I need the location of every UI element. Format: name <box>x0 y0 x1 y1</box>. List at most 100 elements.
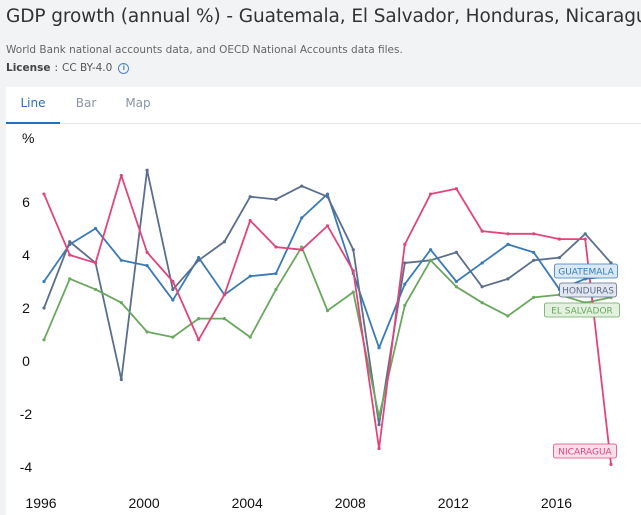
data-point-guatemala <box>171 298 175 302</box>
data-point-el-salvador <box>248 335 252 339</box>
data-point-guatemala <box>325 192 330 196</box>
data-point-honduras <box>171 287 175 292</box>
data-point-honduras <box>351 248 355 252</box>
source-note: World Bank national accounts data, and O… <box>6 44 403 56</box>
data-point-el-salvador <box>454 285 458 289</box>
data-point-el-salvador <box>532 295 536 299</box>
data-point-honduras <box>68 240 72 244</box>
data-point-honduras <box>145 168 149 172</box>
data-point-honduras <box>248 195 252 199</box>
tab-bar[interactable]: Bar <box>75 96 97 110</box>
data-point-el-salvador <box>42 338 46 342</box>
data-point-guatemala <box>119 258 123 262</box>
data-point-el-salvador <box>351 290 355 294</box>
data-point-honduras <box>403 261 407 265</box>
y-axis-label: % <box>22 130 34 146</box>
data-point-honduras <box>325 195 330 199</box>
license-separator: : <box>54 62 59 74</box>
data-point-nicaragua <box>93 261 98 265</box>
data-point-nicaragua <box>583 237 587 241</box>
data-point-el-salvador <box>119 301 123 305</box>
data-point-el-salvador <box>403 303 407 307</box>
data-point-el-salvador <box>197 317 201 321</box>
data-point-el-salvador <box>93 287 98 292</box>
data-point-guatemala <box>145 264 149 268</box>
data-point-nicaragua <box>197 338 201 342</box>
series-label-honduras: HONDURAS <box>562 287 614 297</box>
data-point-nicaragua <box>222 293 227 297</box>
data-point-nicaragua <box>609 462 613 466</box>
data-point-honduras <box>274 197 278 201</box>
series-label-box-honduras <box>559 282 617 298</box>
x-tick-label: 2016 <box>541 495 572 511</box>
series-line-guatemala <box>43 193 612 349</box>
x-tick-label: 2012 <box>438 495 469 511</box>
series-line-honduras <box>43 169 612 426</box>
data-point-honduras <box>506 277 510 281</box>
series-line-el-salvador <box>43 246 612 418</box>
data-point-nicaragua <box>42 192 46 196</box>
data-point-nicaragua <box>325 224 330 228</box>
data-point-el-salvador <box>222 317 227 321</box>
data-point-nicaragua <box>351 269 355 273</box>
data-point-el-salvador <box>377 415 381 419</box>
data-point-nicaragua <box>377 446 381 451</box>
data-point-nicaragua <box>480 229 484 233</box>
data-point-honduras <box>377 423 381 427</box>
data-point-guatemala <box>197 256 201 260</box>
data-point-honduras <box>119 377 123 382</box>
data-point-el-salvador <box>480 301 484 305</box>
license-value: CC BY-4.0 <box>62 62 113 74</box>
data-point-el-salvador <box>171 335 175 339</box>
x-tick-label: 1996 <box>25 495 56 511</box>
series-label-guatemala: GUATEMALA <box>558 268 614 278</box>
data-point-guatemala <box>248 274 252 278</box>
data-point-nicaragua <box>145 250 149 254</box>
y-tick-label: -2 <box>20 406 33 422</box>
y-tick-label: 6 <box>22 194 30 210</box>
y-tick-label: -4 <box>20 459 33 475</box>
x-tick-label: 2000 <box>129 495 160 511</box>
y-tick-label: 2 <box>22 300 30 316</box>
data-point-nicaragua <box>403 242 407 246</box>
data-point-el-salvador <box>68 277 72 281</box>
data-point-el-salvador <box>145 330 149 334</box>
data-point-nicaragua <box>557 237 562 241</box>
data-point-guatemala <box>403 282 407 286</box>
series-label-box-el-salvador <box>544 302 620 318</box>
series-label-el-salvador: EL SALVADOR <box>551 307 613 317</box>
series-label-nicaragua: NICARAGUA <box>558 448 612 458</box>
data-point-nicaragua <box>68 253 72 257</box>
x-tick-label: 2008 <box>335 495 366 511</box>
series-label-box-nicaragua <box>553 443 617 459</box>
data-point-nicaragua <box>532 232 536 236</box>
data-point-el-salvador <box>274 287 278 292</box>
data-point-honduras <box>454 250 458 254</box>
data-point-el-salvador <box>506 314 510 318</box>
data-point-nicaragua <box>428 192 433 196</box>
data-point-guatemala <box>506 242 510 246</box>
data-point-nicaragua <box>248 218 252 223</box>
data-point-nicaragua <box>119 173 123 178</box>
info-circle-icon[interactable]: i <box>118 62 130 74</box>
tab-map[interactable]: Map <box>125 96 151 110</box>
data-point-honduras <box>583 232 587 236</box>
data-point-honduras <box>197 258 201 262</box>
data-point-el-salvador <box>428 258 433 262</box>
data-point-nicaragua <box>506 232 510 236</box>
data-point-guatemala <box>42 279 46 284</box>
data-point-honduras <box>480 285 484 289</box>
data-point-honduras <box>222 240 227 244</box>
data-point-guatemala <box>274 271 278 276</box>
series-label-box-guatemala <box>554 263 618 279</box>
data-point-guatemala <box>428 248 433 252</box>
data-point-guatemala <box>480 261 484 265</box>
chart-tabs: Line Bar Map <box>6 87 641 124</box>
data-point-el-salvador <box>325 309 330 313</box>
license-row: License : CC BY-4.0 i <box>6 62 130 74</box>
data-point-honduras <box>300 184 304 188</box>
tab-line[interactable]: Line <box>6 87 60 124</box>
page-title: GDP growth (annual %) - Guatemala, El Sa… <box>6 6 641 27</box>
license-label: License <box>6 62 51 74</box>
